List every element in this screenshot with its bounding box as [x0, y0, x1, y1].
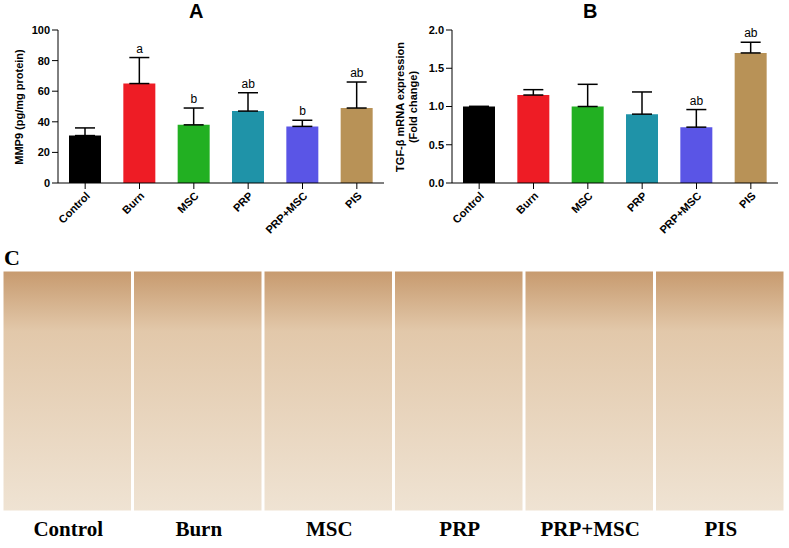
- svg-text:ab: ab: [690, 94, 704, 108]
- svg-text:1.5: 1.5: [429, 62, 444, 74]
- svg-text:1.0: 1.0: [429, 100, 444, 112]
- svg-text:a: a: [136, 42, 143, 56]
- svg-text:80: 80: [38, 55, 50, 67]
- svg-text:PRP+MSC: PRP+MSC: [263, 189, 309, 235]
- html-text:B: B: [583, 0, 598, 22]
- svg-text:2.0: 2.0: [429, 24, 444, 36]
- svg-text:40: 40: [38, 116, 50, 128]
- html-text:TGF-β mRNA expression: TGF-β mRNA expression: [394, 41, 406, 172]
- html-text:PRP+MSC: PRP+MSC: [540, 517, 640, 541]
- svg-text:Control: Control: [56, 189, 92, 225]
- svg-text:20: 20: [38, 146, 50, 158]
- svg-text:ab: ab: [744, 26, 758, 40]
- svg-text:ab: ab: [350, 66, 364, 80]
- svg-text:Burn: Burn: [514, 189, 541, 216]
- svg-text:b: b: [299, 104, 306, 118]
- html-text:PRP: PRP: [439, 517, 481, 541]
- svg-text:60: 60: [38, 85, 50, 97]
- html-text:PIS: PIS: [704, 517, 738, 541]
- svg-text:MSC: MSC: [569, 189, 595, 215]
- svg-text:Burn: Burn: [120, 189, 147, 216]
- svg-text:0.5: 0.5: [429, 139, 444, 151]
- html-text:Burn: Burn: [175, 517, 223, 541]
- html-text:(Fold change): (Fold change): [407, 70, 419, 143]
- html-text:MMP9 (pg/mg protein): MMP9 (pg/mg protein): [13, 48, 25, 165]
- html-text:A: A: [189, 0, 204, 22]
- svg-text:MSC: MSC: [175, 189, 201, 215]
- html-text:C: C: [4, 245, 20, 270]
- svg-text:0.0: 0.0: [429, 177, 444, 189]
- svg-text:PRP: PRP: [625, 189, 649, 213]
- svg-text:Control: Control: [450, 189, 486, 225]
- svg-text:0: 0: [44, 177, 50, 189]
- svg-text:PIS: PIS: [343, 189, 364, 210]
- svg-text:PRP: PRP: [231, 189, 255, 213]
- html-text:Control: Control: [33, 517, 104, 541]
- svg-text:100: 100: [32, 24, 50, 36]
- html-text:MSC: MSC: [305, 517, 353, 541]
- svg-text:ab: ab: [241, 77, 255, 91]
- svg-text:PRP+MSC: PRP+MSC: [657, 189, 703, 235]
- svg-text:b: b: [190, 92, 197, 106]
- svg-text:PIS: PIS: [737, 189, 758, 210]
